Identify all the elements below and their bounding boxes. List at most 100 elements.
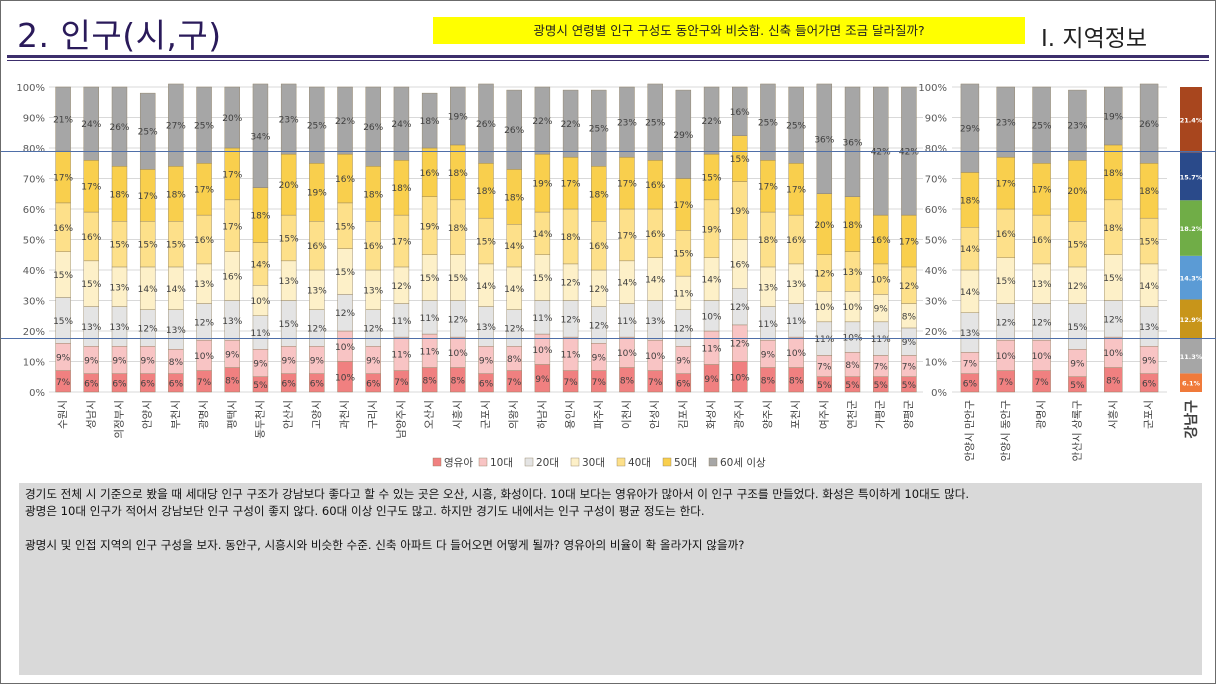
data-label: 14% <box>250 260 270 270</box>
bar-segment <box>309 86 325 164</box>
data-label: 6% <box>84 379 99 389</box>
y-tick-label: 90% <box>23 114 45 125</box>
data-label: 9% <box>704 375 719 385</box>
data-label: 12% <box>589 321 609 331</box>
data-label: 12% <box>561 279 581 289</box>
data-label: 8% <box>225 376 240 386</box>
data-label: 20% <box>279 181 299 191</box>
data-label: 17% <box>899 238 919 248</box>
legend-swatch <box>570 457 580 467</box>
bar-segment <box>675 89 692 179</box>
legend-label: 20대 <box>536 457 559 469</box>
data-label: 9% <box>902 338 917 348</box>
data-label: 9% <box>676 356 691 366</box>
bar-segment <box>788 86 804 164</box>
data-label: 15% <box>1067 323 1087 333</box>
bar-segment <box>816 83 833 194</box>
y-tick-label: 10% <box>925 358 947 369</box>
data-label: 7% <box>648 378 663 388</box>
y-tick-label: 0% <box>29 388 45 399</box>
data-label: 10% <box>730 373 750 383</box>
data-label: 25% <box>645 119 665 129</box>
data-label: 25% <box>589 125 609 135</box>
data-label: 10% <box>702 312 722 322</box>
data-label: 18% <box>250 212 270 222</box>
data-label: 6% <box>479 379 494 389</box>
data-label: 18% <box>109 190 129 200</box>
data-label: 11% <box>391 317 411 327</box>
data-label: 15.7% <box>1180 173 1203 181</box>
data-label: 6.1% <box>1182 380 1201 388</box>
data-label: 16% <box>730 260 750 270</box>
header-rule-thin <box>7 60 1209 61</box>
legend-swatch <box>524 457 534 467</box>
data-label: 5% <box>253 381 268 391</box>
data-label: 19% <box>1103 112 1123 122</box>
data-label: 16% <box>996 230 1016 240</box>
data-label: 11% <box>814 335 834 345</box>
data-label: 6% <box>282 379 297 389</box>
subtitle-banner: 광명시 연령별 인구 구성도 동안구와 비슷함. 신축 들어가면 조금 달라질까… <box>433 17 1025 44</box>
data-label: 14% <box>504 285 524 295</box>
legend-label: 40대 <box>628 457 651 469</box>
category-label: 광주시 <box>734 400 746 429</box>
y-tick-label: 70% <box>23 175 45 186</box>
bar-segment <box>280 83 297 155</box>
data-label: 19% <box>448 112 468 122</box>
data-label: 5% <box>874 381 889 391</box>
y-tick-label: 70% <box>925 175 947 186</box>
category-label: 군포시 <box>1143 400 1155 429</box>
data-label: 14% <box>476 282 496 292</box>
data-label: 7% <box>999 378 1014 388</box>
data-label: 8% <box>761 376 776 386</box>
data-label: 19% <box>307 189 327 199</box>
data-label: 14% <box>960 245 980 255</box>
data-label: 11% <box>532 314 552 324</box>
data-label: 10% <box>996 352 1016 362</box>
guide-line-upper <box>1 151 1216 152</box>
header-rule <box>7 55 1209 58</box>
data-label: 16% <box>420 169 440 179</box>
data-label: 17% <box>673 201 693 211</box>
data-label: 13% <box>786 280 806 290</box>
bar-segment <box>1180 255 1202 300</box>
data-label: 12% <box>335 309 355 319</box>
data-label: 29% <box>673 131 693 141</box>
data-label: 7% <box>817 363 832 373</box>
data-label: 12% <box>138 324 158 334</box>
data-label: 7% <box>874 363 889 373</box>
data-label: 8% <box>507 355 522 365</box>
data-label: 12% <box>1032 318 1052 328</box>
data-label: 16% <box>645 230 665 240</box>
data-label: 6% <box>963 379 978 389</box>
data-label: 9% <box>225 350 240 360</box>
comment-line-1: 경기도 전체 시 기준으로 봤을 때 세대당 인구 구조가 강남보다 좋다고 할… <box>25 487 970 501</box>
data-label: 10% <box>814 303 834 313</box>
data-label: 12% <box>391 282 411 292</box>
data-label: 11% <box>420 347 440 357</box>
bar-segment <box>168 83 184 167</box>
data-label: 5% <box>817 381 832 391</box>
data-label: 18% <box>166 190 186 200</box>
data-label: 15% <box>335 222 355 232</box>
data-label: 8% <box>422 376 437 386</box>
data-label: 18% <box>448 169 468 179</box>
bar-segment <box>450 86 466 146</box>
data-label: 18.2% <box>1180 225 1203 233</box>
data-label: 15% <box>448 274 468 284</box>
data-label: 15% <box>476 238 496 248</box>
data-label: 17% <box>617 180 637 190</box>
category-label: 연천군 <box>847 400 859 429</box>
data-label: 25% <box>194 122 214 132</box>
data-label: 16% <box>194 236 214 246</box>
bar-segment <box>703 86 720 155</box>
data-label: 25% <box>138 128 158 138</box>
data-label: 22% <box>702 117 722 127</box>
data-label: 9% <box>874 305 889 315</box>
legend-label: 60세 이상 <box>720 457 766 469</box>
y-tick-label: 90% <box>925 114 947 125</box>
data-label: 16% <box>730 108 750 118</box>
data-label: 25% <box>758 119 778 129</box>
data-label: 18% <box>420 117 440 127</box>
bar-segment <box>534 86 551 155</box>
